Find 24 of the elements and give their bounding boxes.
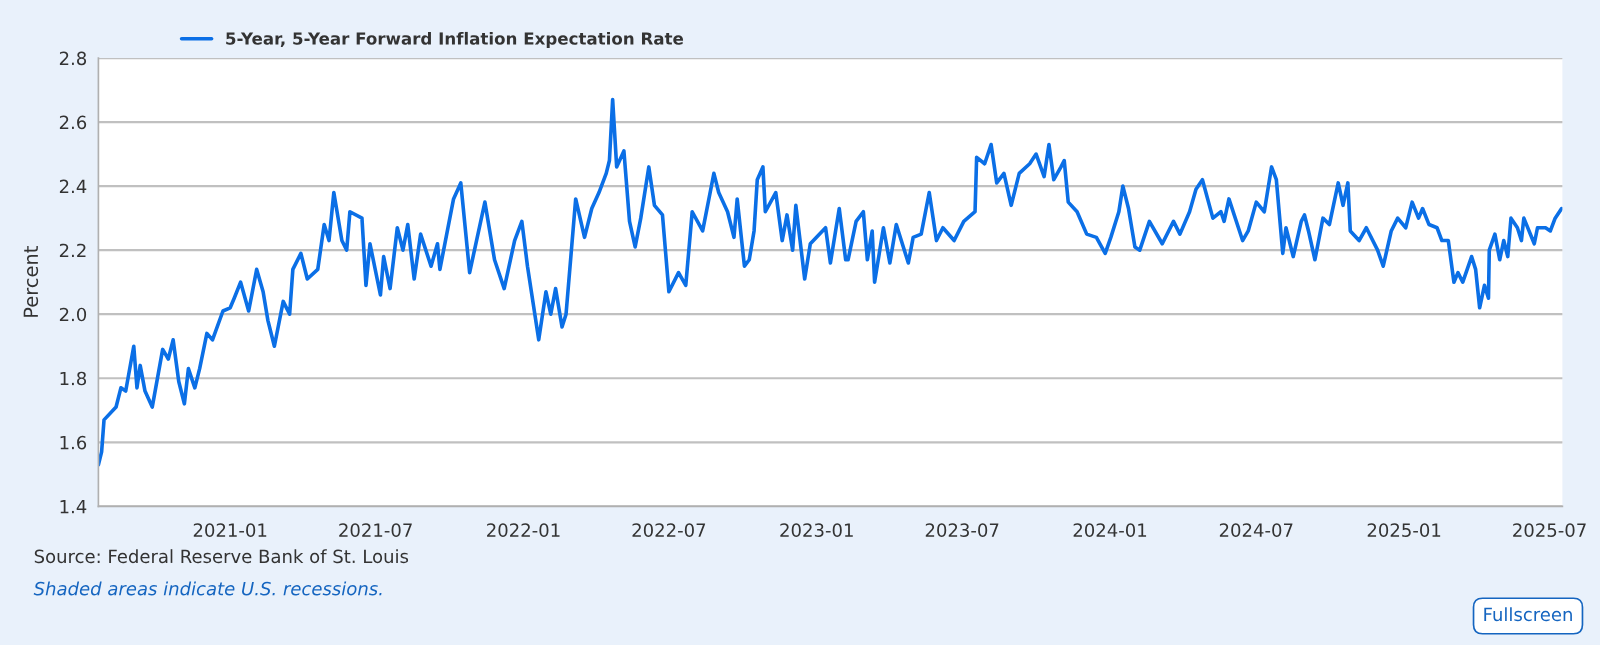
line-series	[98, 97, 1563, 467]
x-tick-label: 2022-07	[632, 523, 706, 537]
y-tick-label: 1.4	[60, 500, 87, 514]
source-note: Source: Federal Reserve Bank of St. Louis	[34, 549, 409, 564]
y-tick-label: 2.6	[59, 115, 87, 130]
x-tick-label: 2025-07	[1513, 523, 1586, 537]
text: Fullscreen	[1484, 607, 1572, 622]
y-tick-label: 2.8	[59, 51, 87, 66]
y-axis-title: Percent	[23, 246, 39, 317]
y-tick-label: 2.4	[59, 179, 87, 193]
y-tick-label: 2.0	[59, 307, 87, 322]
x-tick-label: 2024-07	[1219, 523, 1293, 537]
x-tick-label: 2025-01	[1367, 523, 1441, 537]
y-tick-label: 1.8	[60, 371, 87, 386]
legend-label: 5-Year, 5-Year Forward Inflation Expectation Rate	[226, 31, 684, 49]
y-tick-label: 1.6	[60, 435, 87, 450]
text: Shaded areas indicate U.S. recessions.	[33, 581, 382, 596]
x-tick-label: 2023-07	[925, 523, 999, 537]
x-tick-label: 2021-07	[339, 523, 412, 537]
x-tick-label: 2022-01	[487, 523, 560, 537]
x-tick-label: 2023-01	[780, 523, 853, 537]
y-tick-label: 2.2	[59, 243, 86, 258]
x-tick-label: 2024-01	[1073, 523, 1147, 537]
x-tick-label: 2021-01	[193, 523, 267, 537]
